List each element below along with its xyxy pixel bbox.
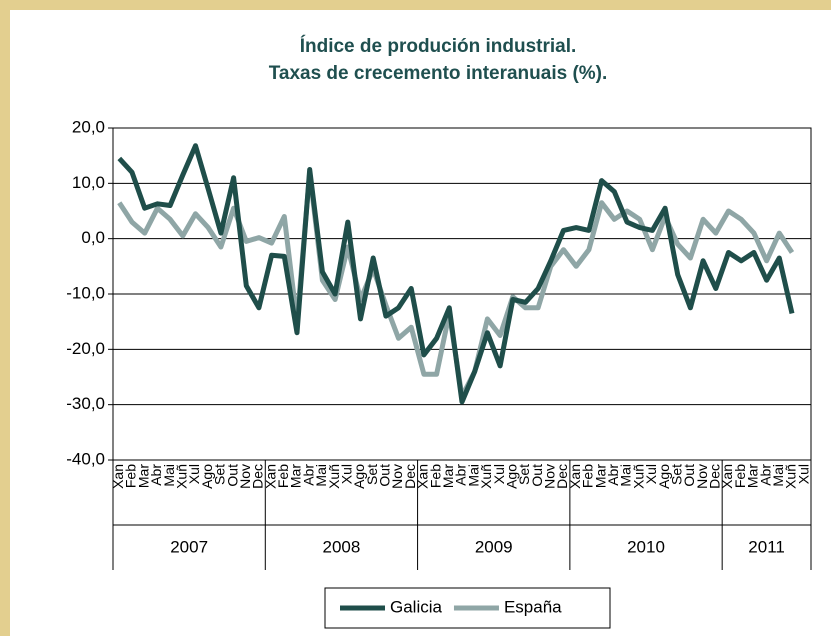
x-tick-label: Xan	[415, 464, 431, 489]
x-tick-label: Set	[364, 464, 380, 485]
x-tick-label: Out	[224, 464, 240, 487]
year-label: 2011	[748, 537, 785, 556]
series-line	[117, 143, 795, 405]
y-tick-label: -20,0	[66, 339, 105, 358]
chart: Índice de produción industrial. Taxas de…	[10, 10, 831, 636]
x-tick-label: Xul	[491, 464, 507, 484]
x-tick-label: Xan	[110, 464, 126, 489]
legend-label: España	[504, 597, 562, 616]
x-tick-label: Mar	[592, 464, 608, 488]
x-tick-label: Nov	[237, 464, 253, 489]
x-tick-label: Mar	[745, 464, 761, 488]
x-tick-label: Xan	[262, 464, 278, 489]
x-tick-label: Abr	[605, 464, 621, 486]
y-tick-label: -30,0	[66, 394, 105, 413]
x-tick-label: Out	[681, 464, 697, 487]
x-tick-label: Xuñ	[326, 464, 342, 489]
x-tick-label: Feb	[275, 464, 291, 488]
x-tick-label: Mai	[618, 464, 634, 487]
x-tick-label: Dec	[250, 464, 266, 489]
x-tick-label: Out	[377, 464, 393, 487]
x-tick-label: Xuñ	[783, 464, 799, 489]
x-tick-label: Set	[516, 464, 532, 485]
x-tick-label: Ago	[656, 464, 672, 489]
x-tick-label: Out	[529, 464, 545, 487]
plot-frame	[112, 127, 812, 461]
y-tick-label: -10,0	[66, 283, 105, 302]
x-tick-label: Nov	[542, 464, 558, 489]
x-tick-label: Xuñ	[478, 464, 494, 489]
x-tick-label: Abr	[453, 464, 469, 486]
x-tick-label: Nov	[694, 464, 710, 489]
y-tick-label: 10,0	[72, 173, 105, 192]
x-tick-label: Feb	[580, 464, 596, 488]
x-tick-label: Mai	[465, 464, 481, 487]
x-tick-label: Abr	[757, 464, 773, 486]
legend-label: Galicia	[390, 597, 443, 616]
x-tick-label: Xan	[719, 464, 735, 489]
x-tick-label: Abr	[300, 464, 316, 486]
x-tick-label: Mar	[440, 464, 456, 488]
x-tick-label: Mai	[770, 464, 786, 487]
x-tick-label: Xul	[186, 464, 202, 484]
x-tick-label: Feb	[427, 464, 443, 488]
x-tick-label: Ago	[199, 464, 215, 489]
year-label: 2010	[627, 537, 665, 556]
x-tick-label: Dec	[707, 464, 723, 489]
x-tick-label: Feb	[732, 464, 748, 488]
x-tick-label: Ago	[351, 464, 367, 489]
chart-subtitle: Taxas de crecemento interanuais (%).	[269, 63, 608, 84]
x-tick-label: Mai	[313, 464, 329, 487]
year-label: 2009	[475, 537, 513, 556]
x-tick-label: Xul	[338, 464, 354, 484]
x-tick-label: Feb	[123, 464, 139, 488]
chart-title: Índice de produción industrial.	[300, 35, 577, 57]
y-tick-label: 0,0	[81, 228, 105, 247]
x-tick-label: Set	[212, 464, 228, 485]
year-label: 2008	[323, 537, 361, 556]
x-tick-label: Mai	[161, 464, 177, 487]
year-label: 2007	[170, 537, 208, 556]
x-tick-label: Xan	[567, 464, 583, 489]
x-tick-label: Dec	[554, 464, 570, 489]
y-tick-label: -40,0	[66, 449, 105, 468]
x-tick-label: Xul	[643, 464, 659, 484]
x-tick-label: Ago	[503, 464, 519, 489]
x-tick-label: Xuñ	[174, 464, 190, 489]
y-tick-label: 20,0	[72, 117, 105, 136]
x-tick-label: Mar	[288, 464, 304, 488]
x-tick-label: Abr	[148, 464, 164, 486]
x-tick-label: Nov	[389, 464, 405, 489]
x-tick-label: Xul	[795, 464, 811, 484]
x-tick-label: Dec	[402, 464, 418, 489]
x-tick-label: Mar	[135, 464, 151, 488]
x-tick-label: Xuñ	[630, 464, 646, 489]
background	[10, 10, 831, 636]
x-tick-label: Set	[668, 464, 684, 485]
